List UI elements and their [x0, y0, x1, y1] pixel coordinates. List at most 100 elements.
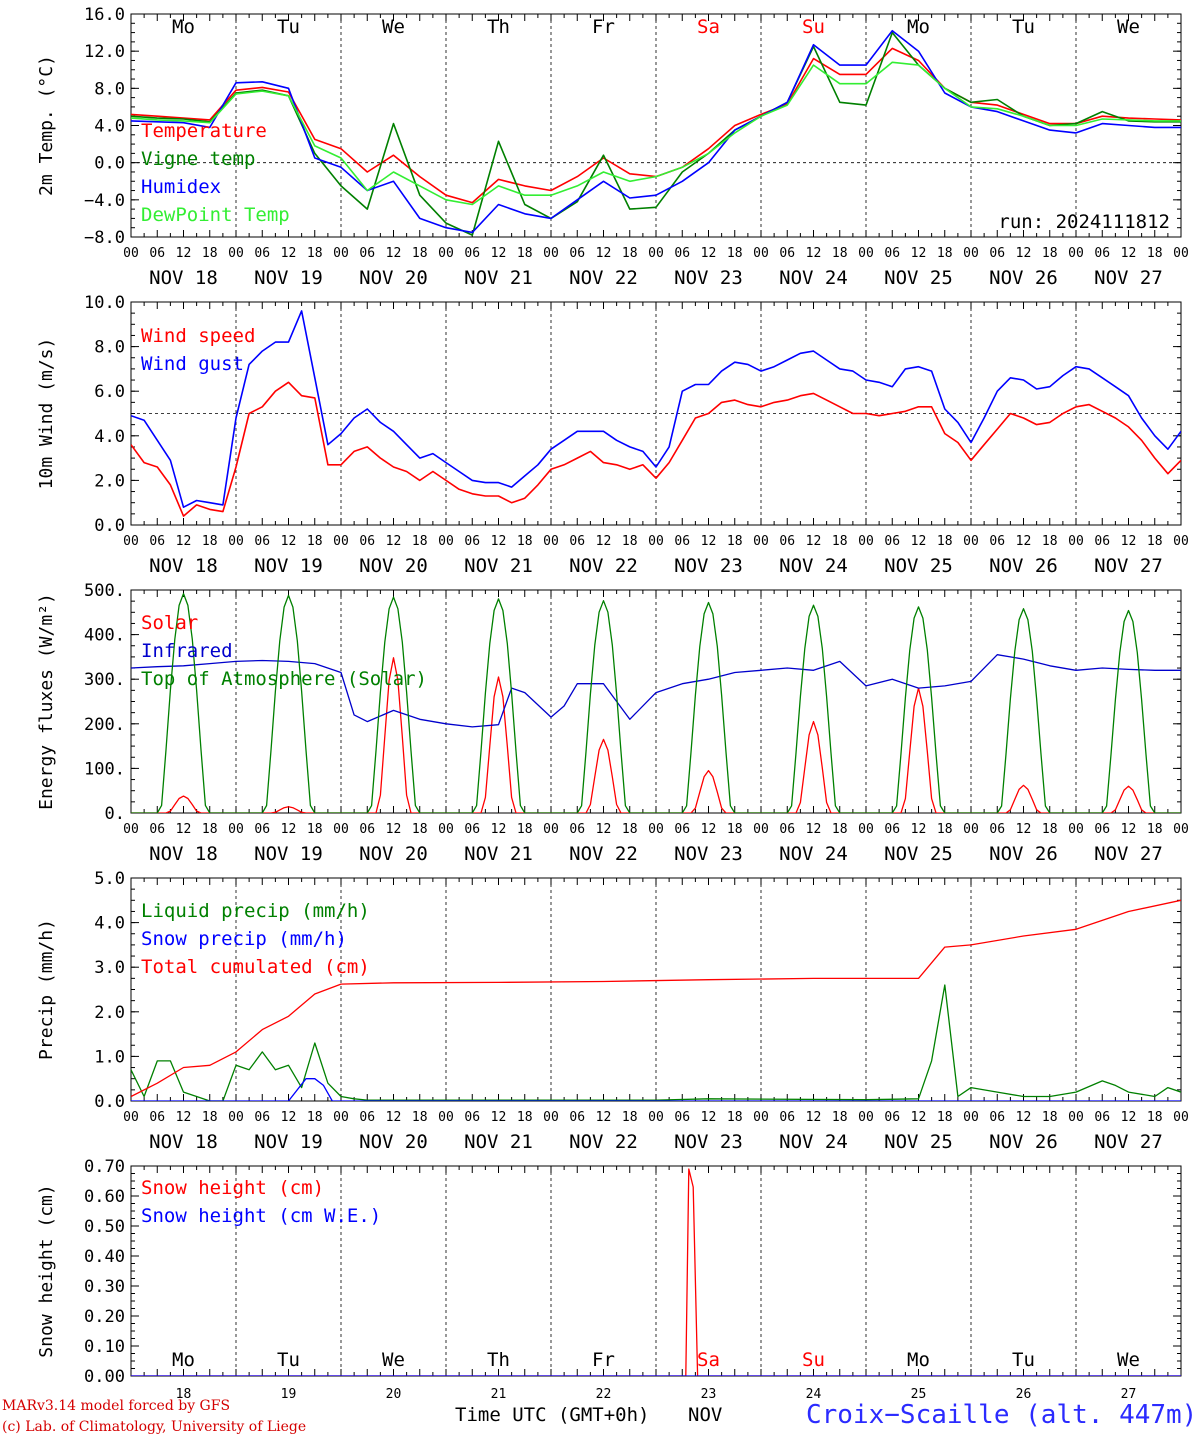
hour-tick-label: 00	[333, 822, 349, 837]
hour-tick-label: 12	[701, 822, 717, 837]
hour-tick-label: 00	[438, 822, 454, 837]
y-tick-label: 100.	[84, 759, 125, 779]
y-tick-label: 16.0	[84, 5, 125, 25]
date-label: NOV 23	[674, 1131, 743, 1153]
panel-2: 0.0 2.0 4.0 6.0 8.0 10.0 10m Wind (m/s) 00 06 12 1…	[36, 293, 1189, 577]
hour-tick-label: 00	[123, 534, 139, 549]
hour-tick-label: 12	[176, 1110, 192, 1125]
date-label: NOV 18	[149, 267, 218, 289]
legend-entry: Snow precip (mm/h)	[141, 928, 347, 950]
hour-tick-label: 06	[884, 246, 900, 261]
series-line-humidex	[131, 29, 1181, 234]
hour-tick-label: 18	[727, 534, 743, 549]
day-name-label: Sa	[697, 1349, 720, 1371]
hour-tick-label: 18	[412, 1110, 428, 1125]
hour-tick-label: 06	[884, 534, 900, 549]
hour-tick-label: 00	[753, 246, 769, 261]
hour-tick-label: 06	[569, 1110, 585, 1125]
date-label: NOV 18	[149, 1131, 218, 1153]
hour-tick-label: 06	[254, 246, 270, 261]
day-name-label: Fr	[592, 1349, 615, 1371]
y-tick-label: 300.	[84, 670, 125, 690]
y-tick-label: 2.0	[94, 471, 125, 491]
date-label: NOV 25	[884, 267, 953, 289]
date-label: NOV 19	[254, 1131, 323, 1153]
date-label: NOV 22	[569, 1131, 638, 1153]
day-number-label: 24	[806, 1387, 822, 1402]
hour-tick-label: 12	[911, 246, 927, 261]
day-name-label: Mo	[907, 1349, 930, 1371]
y-axis-label: Precip (mm/h)	[36, 919, 57, 1060]
hour-tick-label: 06	[1094, 1110, 1110, 1125]
hour-tick-label: 06	[989, 534, 1005, 549]
y-tick-label: 0.60	[84, 1187, 125, 1207]
hour-tick-label: 06	[779, 534, 795, 549]
hour-tick-label: 18	[202, 534, 218, 549]
date-label: NOV 20	[359, 1131, 428, 1153]
date-label: NOV 20	[359, 267, 428, 289]
legend-entry: Snow height (cm)	[141, 1177, 324, 1199]
date-label: NOV 21	[464, 267, 533, 289]
hour-tick-label: 06	[149, 1110, 165, 1125]
series-line-snow-precip-mm-h-	[131, 1078, 1181, 1101]
hour-tick-label: 00	[648, 534, 664, 549]
y-tick-label: 0.40	[84, 1247, 125, 1267]
hour-tick-label: 12	[386, 246, 402, 261]
hour-tick-label: 00	[753, 1110, 769, 1125]
hour-tick-label: 06	[149, 534, 165, 549]
day-name-label: Th	[487, 16, 510, 38]
lab-credit: (c) Lab. of Climatology, University of L…	[2, 1419, 307, 1435]
hour-tick-label: 18	[622, 822, 638, 837]
hour-tick-label: 00	[1068, 534, 1084, 549]
hour-tick-label: 06	[569, 534, 585, 549]
legend-entry: Wind gust	[141, 353, 244, 375]
hour-tick-label: 12	[596, 246, 612, 261]
date-label: NOV 24	[779, 843, 848, 865]
date-label: NOV 18	[149, 555, 218, 577]
hour-tick-label: 06	[1094, 534, 1110, 549]
hour-tick-label: 00	[963, 822, 979, 837]
hour-tick-label: 00	[228, 246, 244, 261]
y-tick-label: 0.70	[84, 1157, 125, 1177]
hour-tick-label: 00	[858, 1110, 874, 1125]
series-line-liquid-precip-mm-h-	[131, 984, 1181, 1101]
hour-tick-label: 18	[937, 822, 953, 837]
hour-tick-label: 18	[937, 246, 953, 261]
day-name-label: Tu	[277, 16, 300, 38]
hour-tick-label: 06	[674, 1110, 690, 1125]
hour-tick-label: 12	[701, 534, 717, 549]
hour-tick-label: 12	[911, 534, 927, 549]
hour-tick-label: 00	[228, 1110, 244, 1125]
y-tick-label: 8.0	[94, 338, 125, 358]
hour-tick-label: 06	[674, 822, 690, 837]
hour-tick-label: 06	[359, 246, 375, 261]
hour-tick-label: 00	[228, 534, 244, 549]
date-label: NOV 19	[254, 267, 323, 289]
hour-tick-label: 12	[176, 534, 192, 549]
time-axis-label: Time UTC (GMT+0h)	[455, 1404, 650, 1426]
date-label: NOV 26	[989, 843, 1058, 865]
hour-tick-label: 12	[701, 1110, 717, 1125]
hour-tick-label: 18	[307, 1110, 323, 1125]
hour-tick-label: 12	[911, 1110, 927, 1125]
date-label: NOV 25	[884, 555, 953, 577]
plot-frame	[130, 589, 1182, 814]
hour-tick-label: 12	[1016, 246, 1032, 261]
hour-tick-label: 00	[1068, 246, 1084, 261]
legend-entry: DewPoint Temp	[141, 204, 290, 226]
hour-tick-label: 12	[596, 1110, 612, 1125]
day-name-label: Tu	[1012, 1349, 1035, 1371]
hour-tick-label: 18	[412, 246, 428, 261]
hour-tick-label: 06	[464, 246, 480, 261]
y-tick-label: 4.0	[94, 117, 125, 137]
hour-tick-label: 00	[963, 1110, 979, 1125]
hour-tick-label: 18	[517, 246, 533, 261]
date-label: NOV 21	[464, 1131, 533, 1153]
hour-tick-label: 18	[622, 534, 638, 549]
y-tick-label: 2.0	[94, 1003, 125, 1023]
hour-tick-label: 00	[228, 822, 244, 837]
series-group	[131, 592, 1181, 813]
hour-tick-label: 06	[569, 246, 585, 261]
y-tick-label: 0.10	[84, 1337, 125, 1357]
y-tick-label: −4.0	[84, 191, 125, 211]
